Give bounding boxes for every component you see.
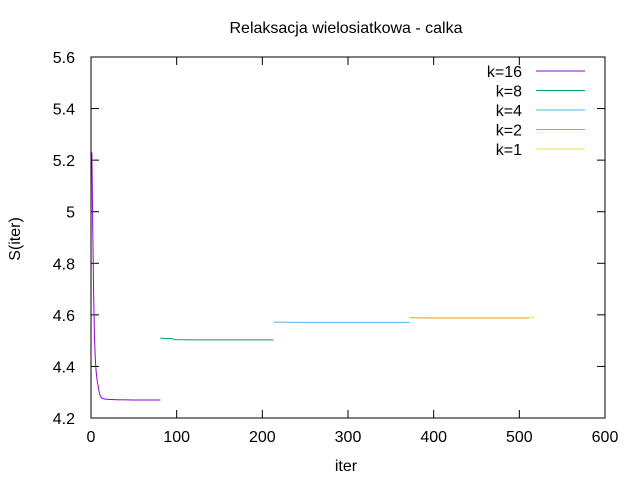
legend-label: k=2 bbox=[496, 123, 522, 140]
y-tick-label: 4.8 bbox=[53, 256, 75, 273]
y-tick-label: 5.6 bbox=[53, 50, 75, 67]
x-tick-label: 500 bbox=[506, 429, 533, 446]
x-tick-label: 600 bbox=[592, 429, 619, 446]
legend-label: k=1 bbox=[496, 142, 522, 159]
legend: k=16 k=8 k=4 k=2 k=1 bbox=[487, 64, 585, 159]
legend-label: k=8 bbox=[496, 84, 522, 101]
legend-label: k=4 bbox=[496, 103, 522, 120]
plot-series bbox=[91, 152, 535, 401]
y-tick-label: 4.6 bbox=[53, 308, 75, 325]
y-tick-label: 5 bbox=[66, 205, 75, 222]
y-tick-label: 5.4 bbox=[53, 102, 75, 119]
x-axis-title: iter bbox=[335, 458, 358, 475]
y-tick-label: 4.4 bbox=[53, 359, 75, 376]
chart-title: Relaksacja wielosiatkowa - calka bbox=[230, 20, 463, 37]
x-tick-label: 400 bbox=[420, 429, 447, 446]
x-tick-label: 100 bbox=[163, 429, 190, 446]
x-tick-label: 200 bbox=[249, 429, 276, 446]
plot-frame bbox=[90, 56, 606, 419]
tick-marks bbox=[90, 56, 606, 419]
x-tick-label: 0 bbox=[87, 429, 96, 446]
y-tick-label: 4.2 bbox=[53, 411, 75, 428]
series-line-k-16 bbox=[91, 152, 161, 401]
y-tick-label: 5.2 bbox=[53, 153, 75, 170]
series-line-k-8 bbox=[160, 337, 274, 341]
y-axis-title: S(iter) bbox=[7, 217, 24, 261]
legend-label: k=16 bbox=[487, 64, 522, 81]
x-tick-label: 300 bbox=[335, 429, 362, 446]
tick-labels: 0 100 200 300 400 500 600 4.2 4.4 4.6 4.8 5 5.2 5.4 5.… bbox=[53, 50, 619, 446]
